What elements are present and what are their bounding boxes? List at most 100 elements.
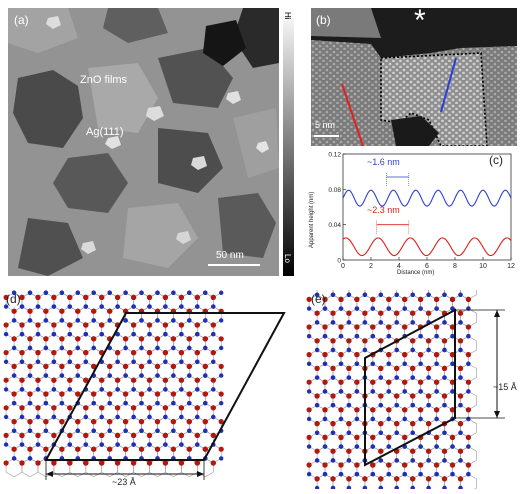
- lattice-bond: [37, 292, 55, 312]
- lattice-bond: [189, 389, 206, 409]
- oxygen-atom: [434, 407, 440, 413]
- oxygen-atom: [210, 350, 216, 356]
- oxygen-atom: [449, 324, 456, 330]
- zinc-atom: [442, 375, 447, 380]
- oxygen-atom: [378, 448, 384, 454]
- zinc-atom: [386, 472, 391, 477]
- lattice-bond: [53, 320, 71, 340]
- oxygen-atom: [67, 377, 73, 383]
- oxygen-atom: [218, 446, 224, 452]
- oxygen-atom: [154, 363, 161, 369]
- zinc-atom: [75, 290, 81, 295]
- oxygen-atom: [51, 460, 57, 466]
- zinc-atom: [179, 414, 184, 420]
- zinc-atom: [362, 347, 368, 353]
- lattice-bond: [380, 418, 397, 438]
- zinc-atom: [402, 472, 407, 477]
- zinc-atom: [139, 373, 144, 378]
- lattice-bond: [436, 294, 453, 314]
- lattice-bond: [13, 306, 31, 326]
- zinc-atom: [322, 416, 328, 422]
- oxygen-atom: [115, 432, 121, 438]
- zinc-atom: [131, 442, 136, 447]
- oxygen-atom: [75, 308, 81, 314]
- panel-e-label: (e): [311, 292, 326, 306]
- oxygen-atom: [330, 365, 336, 371]
- oxygen-atom: [418, 296, 424, 302]
- zinc-atom: [203, 318, 208, 323]
- profile-series-line: [342, 189, 512, 207]
- zinc-atom: [211, 387, 216, 392]
- oxygen-atom: [441, 338, 448, 344]
- oxygen-atom: [19, 460, 25, 466]
- lattice-bond: [388, 404, 405, 424]
- zinc-atom: [394, 320, 399, 325]
- oxygen-atom: [449, 407, 456, 413]
- zinc-atom: [123, 401, 128, 406]
- oxygen-atom: [11, 308, 17, 314]
- lattice-bond: [404, 404, 421, 424]
- zinc-atom: [147, 332, 152, 337]
- oxygen-atom: [3, 322, 9, 328]
- oxygen-atom: [194, 405, 200, 411]
- oxygen-atom: [170, 336, 176, 342]
- zinc-atom: [354, 444, 360, 449]
- panel-a-label: (a): [14, 13, 29, 27]
- lattice-bond: [197, 320, 214, 340]
- zinc-atom: [346, 320, 352, 325]
- oxygen-atom: [67, 322, 73, 328]
- zinc-atom: [426, 458, 431, 463]
- zinc-atom: [187, 401, 192, 406]
- lattice-bond: [181, 292, 198, 312]
- lattice-bond: [412, 335, 429, 355]
- lattice-bond: [165, 292, 182, 312]
- zinc-atom: [11, 401, 17, 406]
- oxygen-atom: [410, 393, 416, 399]
- zinc-atom: [211, 332, 216, 337]
- lattice-bond: [324, 432, 342, 452]
- zinc-atom: [346, 292, 352, 297]
- oxygen-atom: [330, 338, 336, 344]
- oxygen-atom: [146, 322, 153, 328]
- lattice-bond: [85, 402, 102, 422]
- oxygen-atom: [35, 294, 41, 300]
- zinc-atom: [370, 444, 375, 449]
- oxygen-atom: [11, 391, 17, 397]
- zinc-atom: [83, 332, 89, 337]
- lattice-bond: [85, 292, 102, 312]
- oxygen-atom: [410, 310, 416, 316]
- zinc-atom: [115, 332, 120, 337]
- lattice-bond: [348, 391, 366, 411]
- zinc-atom: [338, 444, 344, 449]
- lattice-bond: [205, 333, 222, 353]
- oxygen-atom: [178, 377, 184, 383]
- zinc-atom: [314, 403, 320, 408]
- oxygen-atom: [370, 434, 376, 440]
- lattice-bond: [420, 460, 437, 480]
- lattice-bond: [444, 335, 461, 355]
- lattice-bond: [117, 402, 134, 422]
- zinc-atom: [51, 359, 57, 364]
- zinc-atom: [155, 318, 160, 323]
- oxygen-atom: [441, 476, 448, 482]
- zinc-atom: [19, 304, 25, 309]
- zinc-atom: [314, 292, 320, 297]
- oxygen-atom: [394, 476, 400, 482]
- oxygen-atom: [457, 338, 464, 344]
- zinc-atom: [354, 416, 360, 422]
- oxygen-atom: [59, 391, 65, 397]
- oxygen-atom: [162, 294, 168, 300]
- zinc-atom: [99, 442, 104, 447]
- lattice-bond: [205, 389, 222, 409]
- oxygen-atom: [115, 294, 121, 300]
- zinc-atom: [115, 442, 120, 447]
- oxygen-atom: [107, 308, 113, 314]
- panel-a-stm-image: (a) ZnO films Ag(111) 50 nm: [8, 8, 279, 276]
- zinc-atom: [330, 347, 336, 353]
- lattice-bond: [324, 349, 342, 369]
- oxygen-atom: [306, 352, 312, 358]
- lattice-bond: [396, 391, 413, 411]
- zinc-atom: [163, 387, 168, 392]
- lattice-bond: [45, 389, 63, 409]
- zinc-atom: [163, 359, 168, 364]
